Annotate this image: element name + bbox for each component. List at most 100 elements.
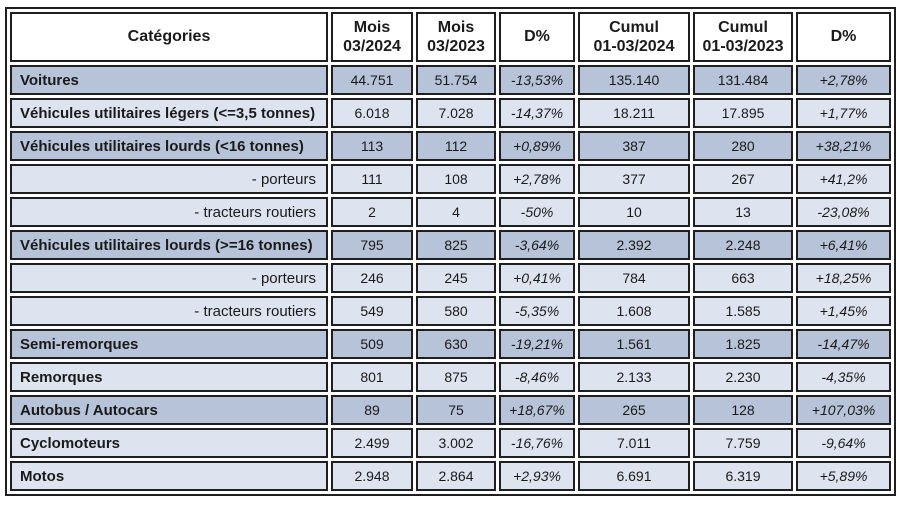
table-row: Véhicules utilitaires lourds (>=16 tonne… (10, 230, 891, 260)
value-cell: 2.133 (578, 362, 690, 392)
value-cell: 267 (693, 164, 793, 194)
delta-cell: -9,64% (796, 428, 891, 458)
column-header-delta-cumul: D% (796, 12, 891, 62)
delta-cell: +0,41% (499, 263, 575, 293)
value-cell: 280 (693, 131, 793, 161)
delta-cell: +6,41% (796, 230, 891, 260)
value-cell: 2.948 (331, 461, 413, 491)
value-cell: 265 (578, 395, 690, 425)
value-cell: 2.864 (416, 461, 496, 491)
value-cell: 10 (578, 197, 690, 227)
value-cell: 549 (331, 296, 413, 326)
table-row: - porteurs 111 108 +2,78% 377 267 +41,2% (10, 164, 891, 194)
value-cell: 75 (416, 395, 496, 425)
value-cell: 111 (331, 164, 413, 194)
delta-cell: -16,76% (499, 428, 575, 458)
delta-cell: +1,77% (796, 98, 891, 128)
delta-cell: +0,89% (499, 131, 575, 161)
value-cell: 1.825 (693, 329, 793, 359)
category-cell: Motos (10, 461, 328, 491)
header-row: Catégories Mois 03/2024 Mois 03/2023 D% Cumul 0… (10, 12, 891, 62)
value-cell: 801 (331, 362, 413, 392)
value-cell: 1.608 (578, 296, 690, 326)
subcategory-cell: - tracteurs routiers (10, 296, 328, 326)
value-cell: 6.018 (331, 98, 413, 128)
value-cell: 7.759 (693, 428, 793, 458)
column-header-mois-2024: Mois 03/2024 (331, 12, 413, 62)
value-cell: 7.011 (578, 428, 690, 458)
value-cell: 6.691 (578, 461, 690, 491)
value-cell: 51.754 (416, 65, 496, 95)
value-cell: 89 (331, 395, 413, 425)
delta-cell: +1,45% (796, 296, 891, 326)
delta-cell: +2,78% (499, 164, 575, 194)
value-cell: 2.499 (331, 428, 413, 458)
delta-cell: -8,46% (499, 362, 575, 392)
delta-cell: +18,25% (796, 263, 891, 293)
table-header: Catégories Mois 03/2024 Mois 03/2023 D% Cumul 0… (10, 12, 891, 62)
delta-cell: +41,2% (796, 164, 891, 194)
table-row: Semi-remorques 509 630 -19,21% 1.561 1.825 -14… (10, 329, 891, 359)
category-cell: Véhicules utilitaires légers (<=3,5 tonn… (10, 98, 328, 128)
value-cell: 2.230 (693, 362, 793, 392)
value-cell: 2.248 (693, 230, 793, 260)
category-cell: Cyclomoteurs (10, 428, 328, 458)
category-cell: Voitures (10, 65, 328, 95)
table-row: - tracteurs routiers 549 580 -5,35% 1.608 1.5… (10, 296, 891, 326)
delta-cell: -50% (499, 197, 575, 227)
subcategory-cell: - porteurs (10, 263, 328, 293)
table-row: Autobus / Autocars 89 75 +18,67% 265 128 +107,… (10, 395, 891, 425)
table-body: Voitures 44.751 51.754 -13,53% 135.140 131.48… (10, 65, 891, 491)
vehicle-registrations-table: Catégories Mois 03/2024 Mois 03/2023 D% Cumul 0… (5, 7, 896, 496)
value-cell: 795 (331, 230, 413, 260)
value-cell: 13 (693, 197, 793, 227)
delta-cell: +2,78% (796, 65, 891, 95)
delta-cell: -4,35% (796, 362, 891, 392)
value-cell: 108 (416, 164, 496, 194)
value-cell: 2.392 (578, 230, 690, 260)
delta-cell: +107,03% (796, 395, 891, 425)
delta-cell: -19,21% (499, 329, 575, 359)
value-cell: 18.211 (578, 98, 690, 128)
value-cell: 875 (416, 362, 496, 392)
value-cell: 17.895 (693, 98, 793, 128)
delta-cell: -13,53% (499, 65, 575, 95)
table-row: Remorques 801 875 -8,46% 2.133 2.230 -4,35% (10, 362, 891, 392)
value-cell: 1.585 (693, 296, 793, 326)
value-cell: 630 (416, 329, 496, 359)
table-row: - tracteurs routiers 2 4 -50% 10 13 -23,08% (10, 197, 891, 227)
table-row: Cyclomoteurs 2.499 3.002 -16,76% 7.011 7.759-… (10, 428, 891, 458)
column-header-cumul-2024: Cumul 01-03/2024 (578, 12, 690, 62)
table-row: Véhicules utilitaires lourds (<16 tonnes… (10, 131, 891, 161)
delta-cell: -23,08% (796, 197, 891, 227)
value-cell: 1.561 (578, 329, 690, 359)
category-cell: Remorques (10, 362, 328, 392)
table-row: - porteurs 246 245 +0,41% 784 663 +18,25% (10, 263, 891, 293)
delta-cell: -3,64% (499, 230, 575, 260)
value-cell: 128 (693, 395, 793, 425)
delta-cell: -14,37% (499, 98, 575, 128)
table-row: Voitures 44.751 51.754 -13,53% 135.140 131.48… (10, 65, 891, 95)
category-cell: Autobus / Autocars (10, 395, 328, 425)
value-cell: 3.002 (416, 428, 496, 458)
delta-cell: -5,35% (499, 296, 575, 326)
value-cell: 509 (331, 329, 413, 359)
value-cell: 44.751 (331, 65, 413, 95)
value-cell: 246 (331, 263, 413, 293)
value-cell: 113 (331, 131, 413, 161)
value-cell: 245 (416, 263, 496, 293)
value-cell: 784 (578, 263, 690, 293)
column-header-categories: Catégories (10, 12, 328, 62)
value-cell: 2 (331, 197, 413, 227)
value-cell: 112 (416, 131, 496, 161)
value-cell: 387 (578, 131, 690, 161)
subcategory-cell: - porteurs (10, 164, 328, 194)
subcategory-cell: - tracteurs routiers (10, 197, 328, 227)
delta-cell: +18,67% (499, 395, 575, 425)
value-cell: 580 (416, 296, 496, 326)
value-cell: 377 (578, 164, 690, 194)
delta-cell: -14,47% (796, 329, 891, 359)
value-cell: 6.319 (693, 461, 793, 491)
value-cell: 825 (416, 230, 496, 260)
